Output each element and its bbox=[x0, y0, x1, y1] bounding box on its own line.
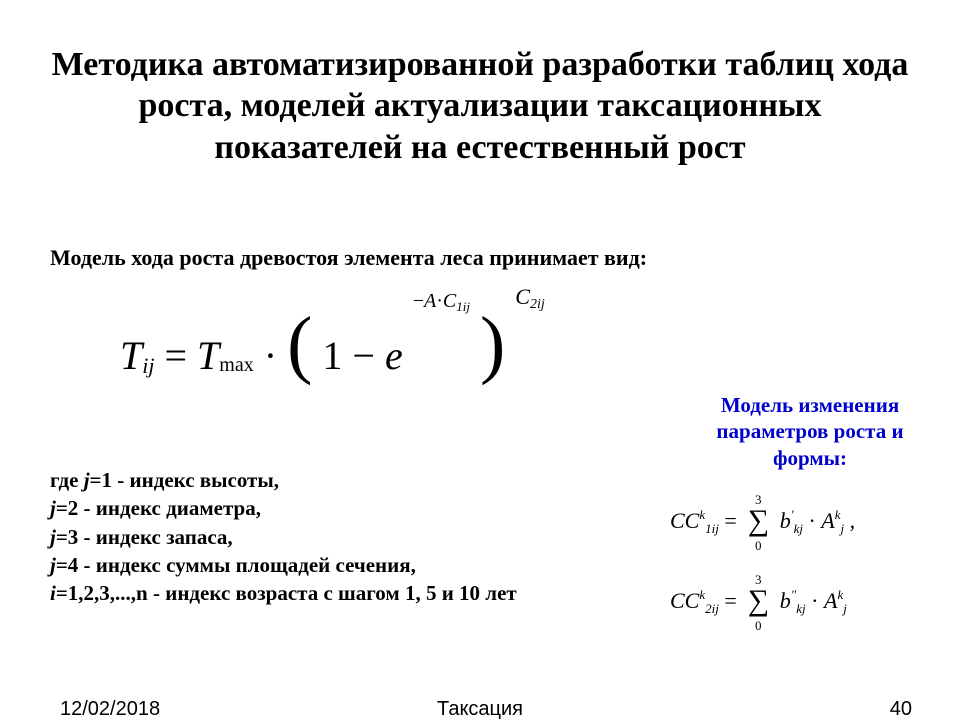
eq-outer-exp: C2ij bbox=[515, 284, 544, 313]
eq-exp-minus: − bbox=[413, 290, 424, 312]
cc2-b-sup: ʺ bbox=[791, 587, 796, 602]
where-l2-post: =2 - индекс диаметра, bbox=[56, 496, 261, 520]
where-l1-post: =1 - индекс высоты, bbox=[90, 468, 280, 492]
footer-title: Таксация bbox=[0, 698, 960, 720]
cc2-dot: · bbox=[811, 588, 824, 613]
where-line-1: где j=1 - индекс высоты, bbox=[50, 466, 660, 494]
cc1-dot: · bbox=[808, 508, 821, 533]
main-equation: Tij = Tmax · ( 1 − e −A·C1ij ) C2ij bbox=[120, 310, 545, 400]
where-line-5: i=1,2,3,...,n - индекс возраста с шагом … bbox=[50, 579, 660, 607]
sigma-icon: ∑ bbox=[742, 586, 774, 616]
eq-outer-C-sub: 2ij bbox=[530, 297, 545, 312]
slide: Методика автоматизированной разработки т… bbox=[0, 0, 960, 720]
cc1-eq: = bbox=[724, 508, 742, 533]
where-l3-post: =3 - индекс запаса, bbox=[56, 525, 233, 549]
cc1-A-sub: j bbox=[841, 521, 845, 536]
eq-equals: = bbox=[164, 332, 187, 379]
eq-lhs-T: T bbox=[120, 332, 142, 379]
eq-exp-A: A bbox=[424, 290, 436, 312]
eq-dot: · bbox=[264, 332, 277, 379]
eq-inner-exp: −A·C1ij bbox=[413, 290, 470, 315]
cc-equation-2: CCk2ij = 3 ∑ 0 bʺkj · Akj bbox=[670, 578, 847, 628]
eq-rhs-T: T bbox=[197, 332, 219, 379]
cc1-A: A bbox=[821, 508, 834, 533]
eq-e: e bbox=[385, 332, 403, 379]
eq-exp-C-sub: 1ij bbox=[456, 299, 470, 314]
cc1-CC: CC bbox=[670, 508, 699, 533]
cc2-sup: k bbox=[699, 587, 705, 602]
eq-lparen: ( bbox=[287, 302, 312, 386]
footer-page-number: 40 bbox=[890, 698, 912, 720]
cc2-A: A bbox=[824, 588, 837, 613]
where-line-4: j=4 - индекс суммы площадей сечения, bbox=[50, 551, 660, 579]
cc1-A-sup: k bbox=[835, 507, 841, 522]
cc2-sum-bot: 0 bbox=[742, 618, 774, 634]
where-line-3: j=3 - индекс запаса, bbox=[50, 523, 660, 551]
cc1-b-sup: ʹ bbox=[791, 507, 794, 522]
cc1-sum: 3 ∑ 0 bbox=[742, 498, 774, 548]
blue-subtitle: Модель изменения параметров роста и форм… bbox=[680, 392, 940, 471]
cc2-eq: = bbox=[724, 588, 742, 613]
eq-outer-C: C bbox=[515, 284, 530, 309]
cc2-b: b bbox=[780, 588, 791, 613]
model-intro-text: Модель хода роста древостоя элемента лес… bbox=[50, 244, 750, 272]
where-block: где j=1 - индекс высоты, j=2 - индекс ди… bbox=[50, 466, 660, 608]
where-l1-pre: где bbox=[50, 468, 84, 492]
where-l5-post: =1,2,3,...,n - индекс возраста с шагом 1… bbox=[56, 581, 517, 605]
eq-rparen: ) bbox=[480, 302, 505, 386]
eq-exp-C: C bbox=[443, 290, 456, 312]
cc1-sum-bot: 0 bbox=[742, 538, 774, 554]
cc2-sum: 3 ∑ 0 bbox=[742, 578, 774, 628]
eq-rhs-sub: max bbox=[219, 354, 253, 376]
cc1-b-sub: kj bbox=[794, 521, 803, 536]
eq-one-minus: 1 − bbox=[322, 332, 375, 379]
cc2-A-sup: k bbox=[837, 587, 843, 602]
cc1-sup: k bbox=[699, 507, 705, 522]
eq-exp-dot: · bbox=[436, 290, 443, 312]
cc-equation-1: CCk1ij = 3 ∑ 0 bʹkj · Akj , bbox=[670, 498, 855, 548]
where-l4-post: =4 - индекс суммы площадей сечения, bbox=[56, 553, 416, 577]
cc2-b-sub: kj bbox=[796, 601, 805, 616]
cc1-b: b bbox=[780, 508, 791, 533]
cc1-sub: 1ij bbox=[705, 521, 719, 536]
cc2-A-sub: j bbox=[843, 601, 847, 616]
where-line-2: j=2 - индекс диаметра, bbox=[50, 494, 660, 522]
eq-lhs-sub: ij bbox=[142, 353, 154, 378]
slide-title: Методика автоматизированной разработки т… bbox=[50, 44, 910, 168]
cc2-sub: 2ij bbox=[705, 601, 719, 616]
cc2-CC: CC bbox=[670, 588, 699, 613]
cc1-tail: , bbox=[850, 508, 856, 533]
sigma-icon: ∑ bbox=[742, 506, 774, 536]
